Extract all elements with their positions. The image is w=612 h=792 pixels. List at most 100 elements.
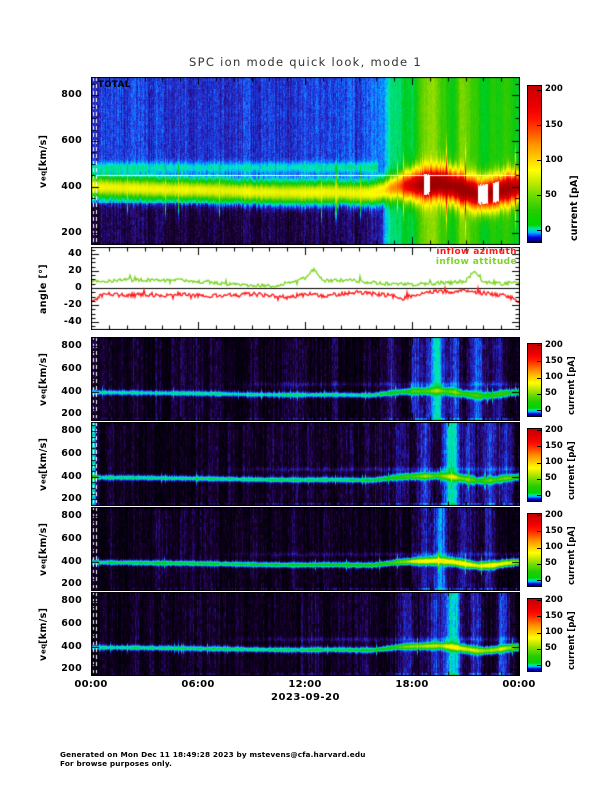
- colorbar-tick-label: 150: [545, 119, 563, 130]
- time-tick-label: 00:00: [74, 679, 108, 690]
- axis-tick-label: 200: [61, 226, 82, 238]
- colorbar-tick-mark: [537, 446, 541, 448]
- colorbar-tick-label: 150: [545, 440, 563, 451]
- time-tick-label: 00:00: [502, 679, 536, 690]
- colorbar-tick-mark: [537, 648, 541, 650]
- colorbar-tick-label: 200: [545, 84, 563, 95]
- colorbar-tick-mark: [537, 230, 541, 232]
- colorbar-gradient: [527, 343, 542, 417]
- time-tick-label: 12:00: [288, 679, 322, 690]
- colorbar-tick-mark: [537, 515, 541, 517]
- velocity-tick-labels: 200 400 600 800: [0, 77, 85, 245]
- colorbar-tick-mark: [537, 600, 541, 602]
- colorbar-axis-label: current [pA]: [569, 175, 580, 241]
- colorbar-tick-label: 0: [545, 489, 551, 500]
- axis-tick-label: 600: [61, 135, 82, 147]
- angle-panel: [91, 247, 520, 330]
- axis-tick-label: 400: [61, 640, 82, 652]
- footer-text: Generated on Mon Dec 11 18:49:28 2023 by…: [60, 750, 366, 768]
- colorbar-tick-mark: [537, 547, 541, 549]
- axis-tick-label: 20: [68, 264, 82, 276]
- axis-tick-label: 200: [61, 578, 82, 590]
- colorbar-tick-label: 150: [545, 525, 563, 536]
- axis-tick-label: 600: [61, 532, 82, 544]
- axis-tick-label: 40: [68, 247, 82, 259]
- spectrogram-canvas-2: [91, 422, 520, 506]
- colorbar-tick-mark: [537, 580, 541, 582]
- axis-tick-label: -40: [63, 316, 82, 328]
- colorbar-gradient: [527, 513, 542, 587]
- colorbar-tick-label: 50: [545, 643, 557, 654]
- spectrogram-panel-2: [91, 422, 520, 506]
- colorbar-gradient: [527, 85, 542, 243]
- total-spectrogram-panel: TOTAL: [91, 77, 520, 245]
- colorbar-tick-mark: [537, 462, 541, 464]
- figure-title: SPC ion mode quick look, mode 1: [189, 55, 422, 69]
- velocity-tick-labels: 200 400 600 800: [0, 337, 85, 421]
- date-label: 2023-09-20: [271, 692, 340, 703]
- time-tick-label: 06:00: [181, 679, 215, 690]
- footer-line-1: Generated on Mon Dec 11 18:49:28 2023 by…: [60, 750, 366, 759]
- axis-tick-label: 400: [61, 385, 82, 397]
- colorbar-3: current [pA] 0 50 100 150 200: [527, 509, 612, 587]
- colorbar-tick-label: 200: [545, 509, 563, 520]
- colorbar-tick-mark: [537, 195, 541, 197]
- angle-lines-canvas: [91, 247, 520, 330]
- angle-legend: inflow azimuth inflow attitude: [435, 247, 517, 267]
- axis-tick-label: 600: [61, 617, 82, 629]
- colorbar-tick-mark: [537, 125, 541, 127]
- colorbar-tick-label: 0: [545, 574, 551, 585]
- footer-line-2: For browse purposes only.: [60, 758, 172, 768]
- colorbar-tick-mark: [537, 616, 541, 618]
- axis-tick-label: 200: [61, 408, 82, 420]
- colorbar-tick-label: 100: [545, 542, 563, 553]
- angle-tick-labels: -40 -20 0 20 40: [0, 247, 85, 330]
- axis-tick-label: 200: [61, 663, 82, 675]
- colorbar-tick-mark: [537, 632, 541, 634]
- axis-tick-label: 600: [61, 362, 82, 374]
- colorbar-tick-label: 150: [545, 610, 563, 621]
- colorbar-tick-mark: [537, 89, 541, 91]
- colorbar-axis-label: current [pA]: [567, 356, 577, 415]
- colorbar-axis-label: current [pA]: [567, 526, 577, 585]
- axis-tick-label: 800: [61, 510, 82, 522]
- legend-inflow-attitude: inflow attitude: [435, 256, 517, 267]
- colorbar-tick-label: 100: [545, 372, 563, 383]
- colorbar-tick-label: 100: [545, 154, 563, 165]
- colorbar-tick-mark: [537, 393, 541, 395]
- spectrogram-canvas-1: [91, 337, 520, 421]
- colorbar-tick-mark: [537, 377, 541, 379]
- colorbar-tick-label: 100: [545, 457, 563, 468]
- colorbar-tick-mark: [537, 345, 541, 347]
- colorbar-tick-mark: [537, 495, 541, 497]
- axis-tick-label: 400: [61, 180, 82, 192]
- spectrogram-canvas-3: [91, 507, 520, 591]
- axis-tick-label: -20: [63, 299, 82, 311]
- spectrogram-canvas-4: [91, 592, 520, 676]
- colorbar-tick-label: 200: [545, 594, 563, 605]
- colorbar-tick-mark: [537, 361, 541, 363]
- colorbar-axis-label: current [pA]: [567, 441, 577, 500]
- velocity-tick-labels: 200 400 600 800: [0, 422, 85, 506]
- axis-tick-label: 200: [61, 493, 82, 505]
- total-spectrogram-canvas: [91, 77, 520, 245]
- axis-tick-label: 400: [61, 470, 82, 482]
- axis-tick-label: 800: [61, 89, 82, 101]
- spectrogram-panel-1: [91, 337, 520, 421]
- colorbar-tick-mark: [537, 478, 541, 480]
- colorbar-1: current [pA] 0 50 100 150 200: [527, 340, 612, 417]
- legend-inflow-azimuth: inflow azimuth: [436, 247, 517, 257]
- colorbar-tick-label: 0: [545, 404, 551, 415]
- velocity-tick-labels: 200 400 600 800: [0, 592, 85, 676]
- velocity-tick-labels: 200 400 600 800: [0, 507, 85, 591]
- colorbar-tick-label: 150: [545, 355, 563, 366]
- colorbar-axis-label: current [pA]: [567, 611, 577, 670]
- colorbar-gradient: [527, 598, 542, 672]
- colorbar-gradient: [527, 428, 542, 502]
- axis-tick-label: 800: [61, 340, 82, 352]
- colorbar-tick-label: 100: [545, 627, 563, 638]
- colorbar-2: current [pA] 0 50 100 150 200: [527, 425, 612, 502]
- axis-tick-label: 400: [61, 555, 82, 567]
- axis-tick-label: 600: [61, 447, 82, 459]
